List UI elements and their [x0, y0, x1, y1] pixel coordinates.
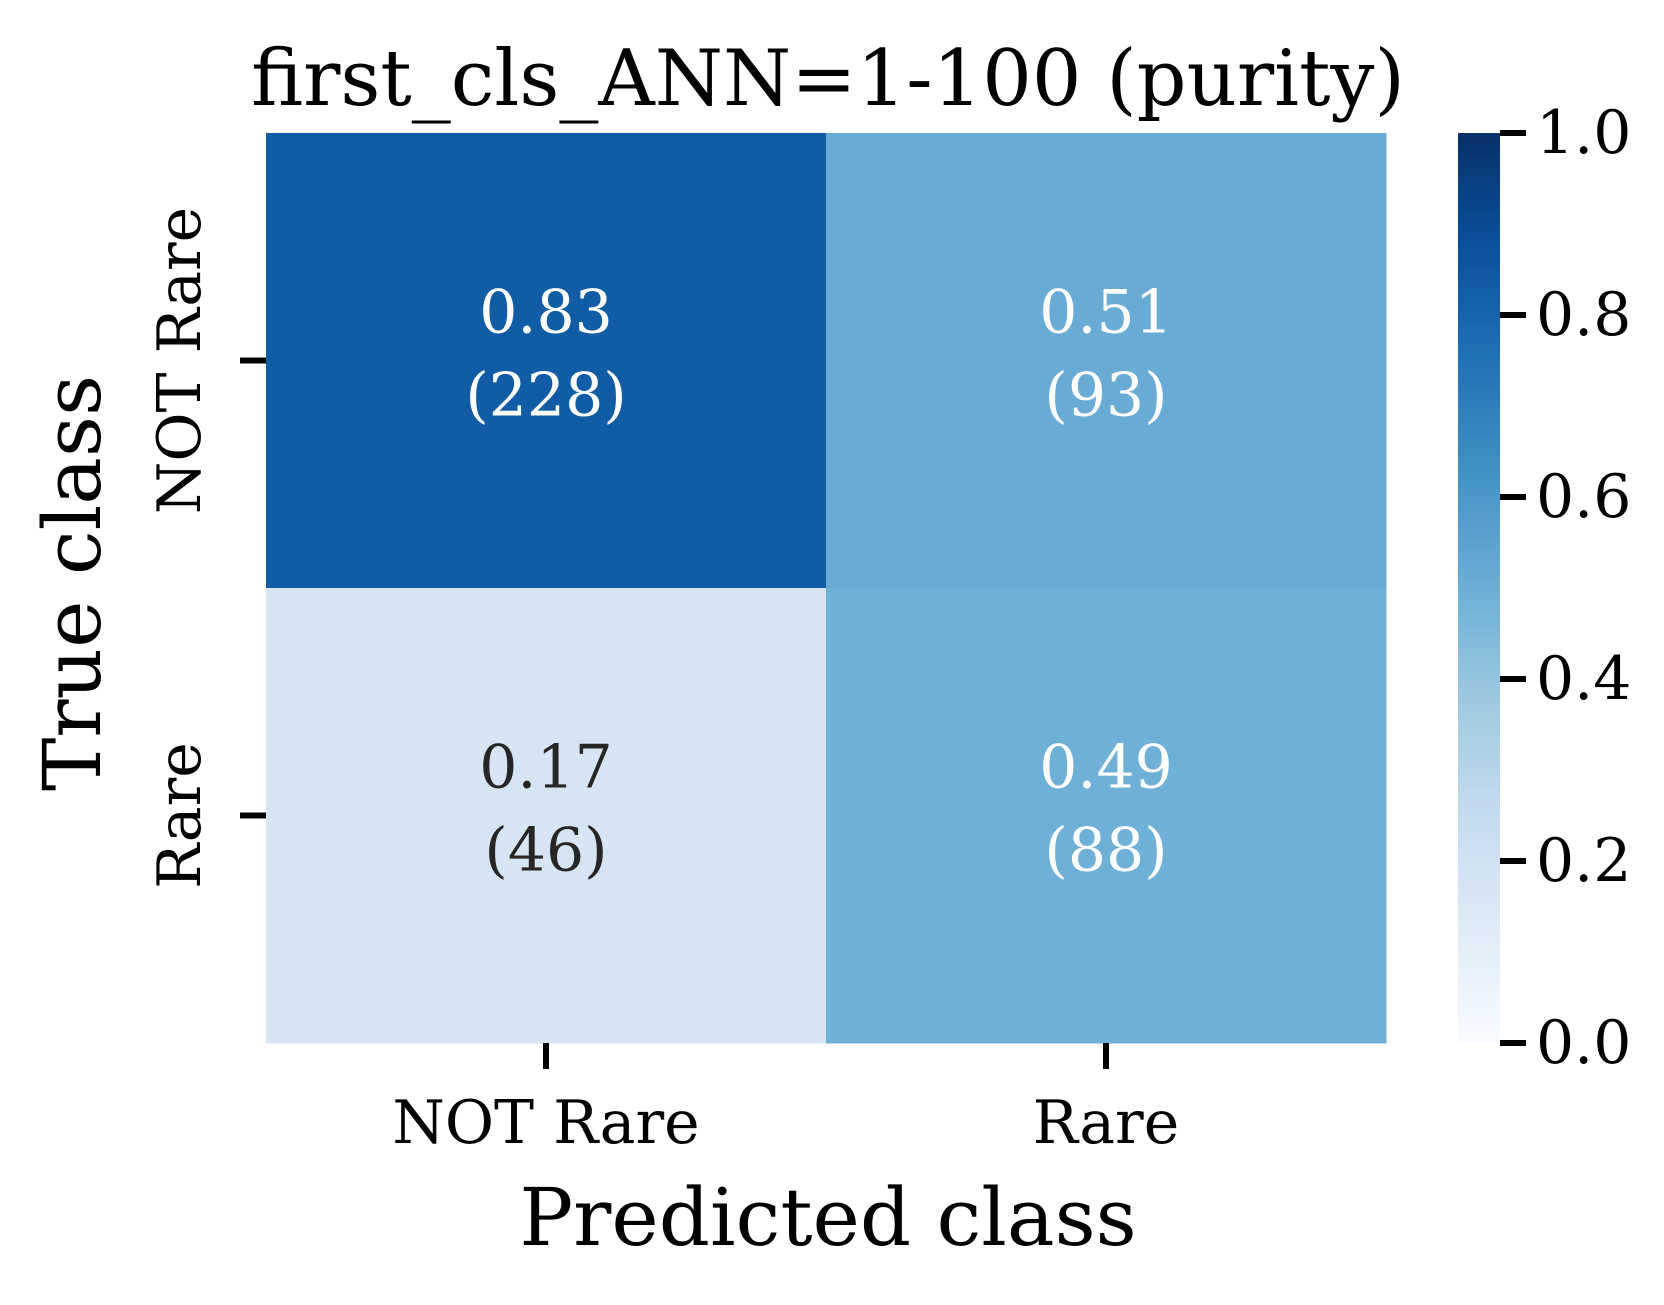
cell-count-label: (93)	[1044, 361, 1167, 431]
colorbar-gradient	[1458, 133, 1500, 1043]
heatmap-cell	[826, 588, 1387, 1044]
cell-count-label: (88)	[1044, 816, 1167, 886]
x-tick-label: Rare	[1033, 1088, 1180, 1158]
cell-count-label: (228)	[465, 361, 626, 431]
x-axis-ticks: NOT Rare Rare	[392, 1043, 1179, 1158]
colorbar: 0.0 0.2 0.4 0.6 0.8 1.0	[1458, 98, 1631, 1078]
cell-value-label: 0.49	[1039, 733, 1173, 803]
heatmap-cell	[826, 133, 1387, 589]
cell-count-label: (46)	[484, 816, 607, 886]
x-tick-label: NOT Rare	[392, 1088, 699, 1158]
cell-value-label: 0.51	[1039, 278, 1173, 348]
cell-value-label: 0.83	[479, 278, 613, 348]
y-tick-label: Rare	[145, 742, 215, 889]
y-tick-label: NOT Rare	[145, 207, 215, 514]
colorbar-tick-label: 0.8	[1536, 280, 1631, 350]
heatmap-cell	[266, 133, 827, 589]
y-axis-label: True class	[26, 375, 119, 791]
colorbar-tick-label: 1.0	[1536, 98, 1631, 168]
colorbar-tick-label: 0.4	[1536, 644, 1631, 714]
colorbar-tick-label: 0.0	[1536, 1008, 1631, 1078]
x-axis-label: Predicted class	[519, 1171, 1136, 1264]
y-axis-ticks: NOT Rare Rare	[145, 207, 266, 889]
colorbar-ticks: 0.0 0.2 0.4 0.6 0.8 1.0	[1500, 98, 1631, 1078]
heatmap-cell	[266, 588, 827, 1044]
colorbar-tick-label: 0.2	[1536, 826, 1631, 896]
chart-title: first_cls_ANN=1-100 (purity)	[251, 34, 1405, 124]
colorbar-tick-label: 0.6	[1536, 462, 1631, 532]
cell-value-label: 0.17	[479, 733, 613, 803]
heatmap-cells: 0.83 (228) 0.51 (93) 0.17 (46) 0.49 (88)	[266, 133, 1387, 1044]
